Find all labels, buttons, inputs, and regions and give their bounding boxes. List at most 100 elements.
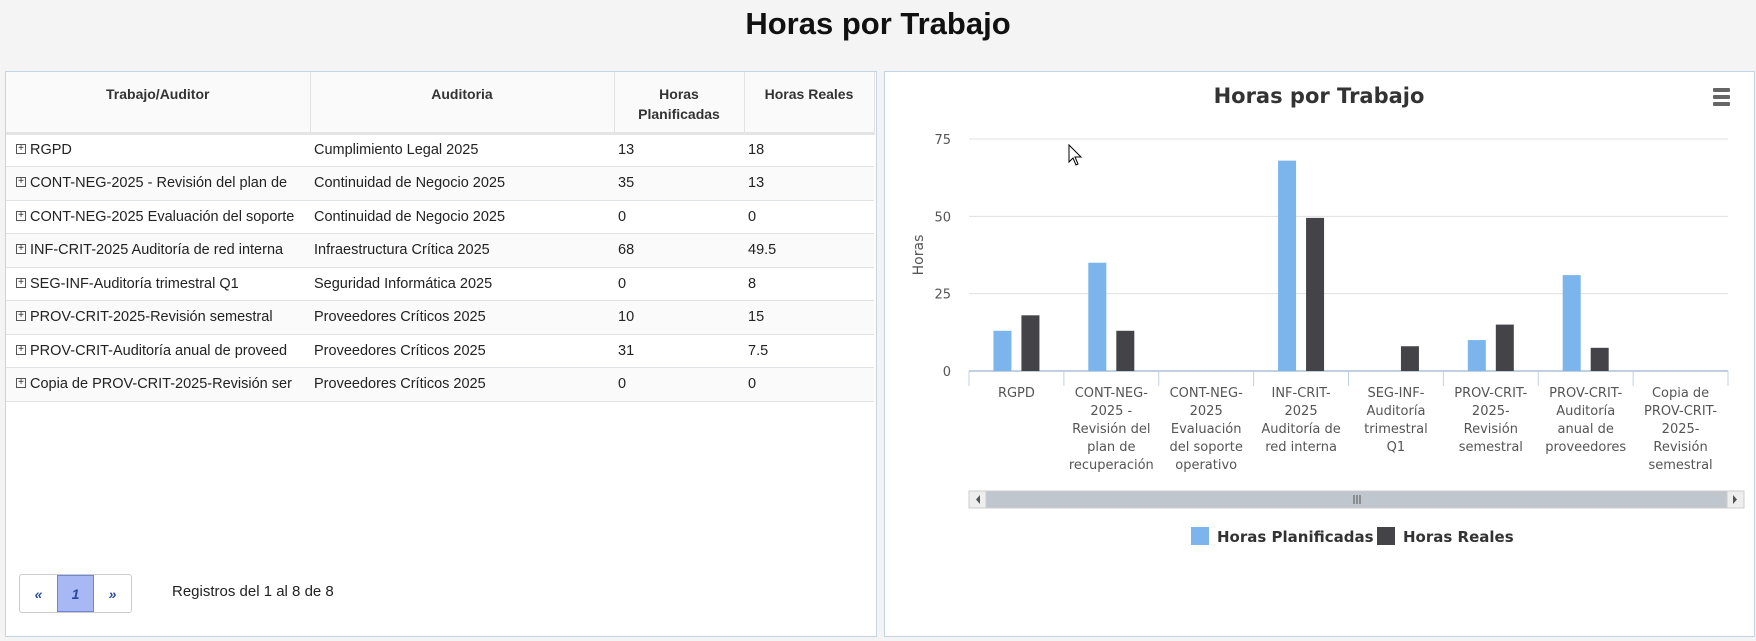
x-tick-label-line: Auditoría [1556,404,1615,419]
table-cell: Infraestructura Crítica 2025 [310,233,614,268]
table-cell: 0 [614,367,744,402]
column-header[interactable]: Auditoria [310,72,615,135]
cell-text: 13 [748,175,765,192]
legend-item[interactable]: Horas Planificadas [1191,527,1374,546]
bar [1306,217,1325,371]
x-tick-label-line: 2025- [1472,404,1510,419]
next-page-button[interactable]: » [108,585,117,602]
page-1-button[interactable]: 1 [57,575,94,612]
x-tick-label-line: anual de [1557,422,1613,437]
x-tick-label-line: operativo [1175,458,1237,473]
x-tick-label: CONT-NEG- 2025 - Revisión del plan de recupe… [1069,386,1154,473]
column-header[interactable]: Horas Reales [744,72,875,135]
bar-chart: Horas por Trabajo 0 25 50 75 Horas RGPD CONT-NE… [911,84,1745,546]
cell-text: 13 [618,142,635,159]
cell-text: Infraestructura Crítica 2025 [314,242,490,259]
x-tick-label-line: del soporte [1170,440,1243,455]
pagination: « 1 » [19,574,132,613]
cell-text: 18 [748,142,765,159]
cell-text: 0 [618,376,627,393]
bar [1400,346,1419,371]
cell-text: Seguridad Informática 2025 [314,275,493,292]
table-cell: Proveedores Críticos 2025 [310,367,614,402]
table-cell: Continuidad de Negocio 2025 [310,200,614,234]
x-tick-label-line: proveedores [1545,440,1626,455]
table-cell: 13 [744,166,874,201]
expand-icon[interactable]: + [16,244,26,255]
x-tick-label: SEG-INF- Auditoría trimestral Q1 [1364,386,1428,455]
table-cell: 49.5 [744,233,874,268]
expand-icon[interactable]: + [16,144,26,155]
x-tick-label-line: plan de [1087,440,1135,455]
x-tick-label-line: recuperación [1069,458,1154,473]
x-tick-label: RGPD [998,386,1035,401]
legend-label: Horas Reales [1403,528,1514,546]
y-tick-label: 25 [934,288,951,303]
table-cell: 35 [614,166,744,201]
cell-text: SEG-INF-Auditoría trimestral Q1 [30,275,239,292]
table-cell: Proveedores Críticos 2025 [310,334,614,368]
table-cell: 8 [744,267,874,301]
x-tick-label-line: semestral [1459,440,1523,455]
cell-text: 68 [618,242,635,259]
table-cell: + CONT-NEG-2025 - Revisión del plan de [6,166,310,201]
y-tick-label: 0 [943,365,951,380]
table-cell: + Copia de PROV-CRIT-2025-Revisión ser [6,367,310,402]
cell-text: Copia de PROV-CRIT-2025-Revisión ser [30,376,292,393]
expand-icon[interactable]: + [16,210,26,221]
table-row[interactable]: + Copia de PROV-CRIT-2025-Revisión ser Pro… [6,367,874,402]
table-row[interactable]: + INF-CRIT-2025 Auditoría de red interna I… [6,233,874,268]
x-tick-label-line: CONT-NEG- [1075,386,1148,401]
table-row[interactable]: + RGPD Cumplimiento Legal 2025 13 18 [6,133,874,167]
cell-text: PROV-CRIT-2025-Revisión semestral [30,309,273,326]
x-tick-label-line: Evaluación [1171,422,1242,437]
cell-text: Proveedores Críticos 2025 [314,342,486,359]
table-row[interactable]: + CONT-NEG-2025 - Revisión del plan de Con… [6,166,874,201]
cell-text: Continuidad de Negocio 2025 [314,175,506,192]
cell-text: 0 [748,376,757,393]
legend-item[interactable]: Horas Reales [1377,527,1514,546]
expand-icon[interactable]: + [16,177,26,188]
cell-text: 7.5 [748,342,769,359]
table-row[interactable]: + CONT-NEG-2025 Evaluación del soporte Con… [6,200,874,234]
x-tick-label-line: 2025 - [1090,404,1132,419]
table-cell: + RGPD [6,133,310,167]
table-row[interactable]: + PROV-CRIT-2025-Revisión semestral Provee… [6,300,874,335]
column-header[interactable]: Trabajo/Auditor [6,72,311,135]
cell-text: Continuidad de Negocio 2025 [314,208,506,225]
cell-text: 8 [748,275,757,292]
bar [1021,315,1040,371]
expand-icon[interactable]: + [16,277,26,288]
y-tick-label: 75 [934,133,951,148]
table-cell: Proveedores Críticos 2025 [310,300,614,335]
chart-title: Horas por Trabajo [1214,84,1425,108]
x-tick-label-line: 2025 [1285,404,1318,419]
x-tick-label: INF-CRIT- 2025 Auditoría de red interna [1261,386,1340,455]
column-header[interactable]: Horas Planificadas [614,72,745,135]
hours-table: Trabajo/Auditor Auditoria Horas Planificad… [6,72,875,402]
x-tick-label-line: Revisión del [1072,422,1150,437]
x-tick-label-line: SEG-INF- [1367,386,1424,401]
x-tick-label: PROV-CRIT- Auditoría anual de proveedores [1545,386,1626,455]
legend-label: Horas Planificadas [1217,528,1374,546]
x-tick-label-line: INF-CRIT- [1272,386,1331,401]
cell-text: 49.5 [748,242,777,259]
table-cell: 13 [614,133,744,167]
expand-icon[interactable]: + [16,344,26,355]
cell-text: CONT-NEG-2025 Evaluación del soporte [30,208,295,225]
bar [993,330,1012,371]
table-cell: + INF-CRIT-2025 Auditoría de red interna [6,233,310,268]
bar [1278,160,1297,371]
table-cell: 15 [744,300,874,335]
hamburger-menu-icon [1713,102,1730,106]
cell-text: PROV-CRIT-Auditoría anual de proveed [30,342,288,359]
expand-icon[interactable]: + [16,378,26,389]
table-row[interactable]: + SEG-INF-Auditoría trimestral Q1 Segurida… [6,267,874,301]
cell-text: 31 [618,342,635,359]
expand-icon[interactable]: + [16,311,26,322]
table-row[interactable]: + PROV-CRIT-Auditoría anual de proveed Pro… [6,334,874,368]
x-tick-label-line: red interna [1265,440,1337,455]
x-tick-label: Copia de PROV-CRIT- 2025- Revisión semestral [1644,386,1717,473]
prev-page-button[interactable]: « [34,585,43,602]
cell-text: 10 [618,309,635,326]
